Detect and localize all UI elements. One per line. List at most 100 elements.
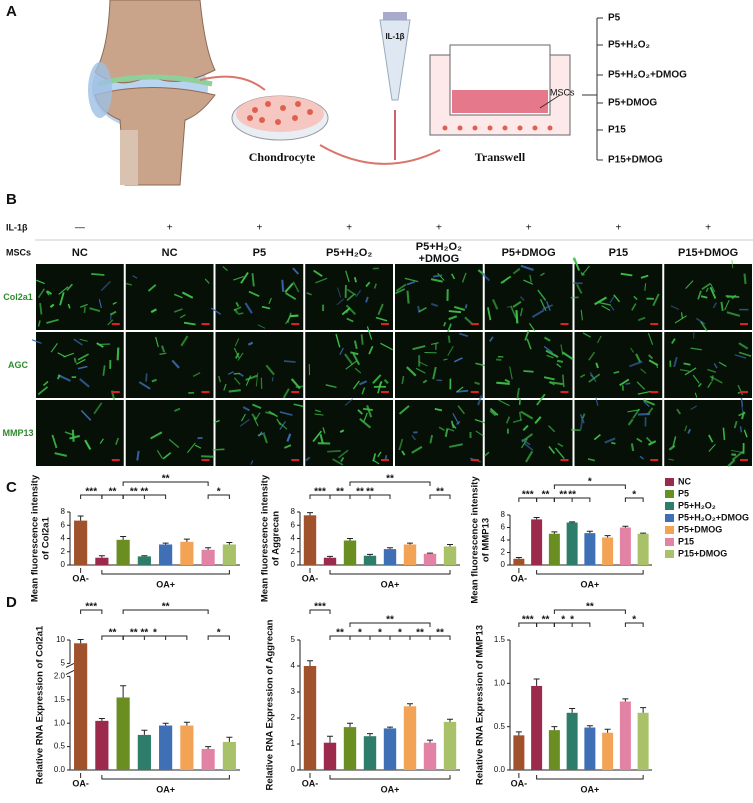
cell [647, 333, 654, 345]
cell [327, 450, 341, 453]
cell [235, 301, 240, 307]
error-bar [367, 733, 373, 737]
error-bar [586, 725, 593, 728]
group-label: OA+ [381, 784, 400, 794]
cell [562, 374, 565, 388]
cell [630, 347, 635, 353]
cell [265, 364, 275, 376]
cell [648, 440, 657, 446]
cell [595, 397, 599, 406]
scale-bar [291, 391, 300, 393]
cell [39, 303, 43, 315]
cell [335, 333, 341, 348]
cell [521, 438, 528, 449]
group-bracket [101, 775, 230, 780]
cell [453, 357, 463, 363]
significance-label: *** [522, 490, 534, 501]
cell [718, 361, 727, 368]
cell [542, 304, 553, 310]
y-axis-label: Mean fluorescence intensity [470, 476, 481, 604]
cell [346, 293, 355, 301]
micrograph [125, 400, 214, 466]
significance-bracket [429, 635, 451, 640]
cell [346, 317, 354, 323]
cell [648, 359, 659, 367]
knee [88, 0, 216, 186]
cell [523, 442, 534, 452]
cell [314, 413, 324, 416]
significance-label: ** [140, 628, 148, 639]
bar [383, 728, 397, 770]
cell [406, 281, 416, 286]
scale-bar [740, 323, 748, 325]
micrograph [574, 400, 663, 466]
cell [151, 378, 157, 383]
cell [67, 303, 71, 309]
cell [251, 413, 257, 420]
cell [336, 298, 344, 306]
y-tick-label: 6 [291, 520, 296, 529]
bar [584, 727, 596, 770]
significance-bracket [553, 622, 591, 627]
y-tick-label: 8 [501, 510, 506, 519]
il1b-sign: + [615, 223, 621, 234]
panel-label: A [6, 3, 17, 20]
scale-bar [201, 323, 210, 325]
panel-label: D [6, 594, 17, 611]
cell [245, 374, 258, 381]
cell [448, 315, 458, 321]
cell [512, 300, 522, 308]
bar [323, 557, 337, 565]
cell [589, 371, 597, 383]
cell [336, 287, 342, 298]
cell [36, 279, 45, 285]
column-header: P5+H₂O₂ [326, 247, 372, 259]
y-tick-label: 2 [291, 713, 296, 722]
cell [406, 290, 410, 304]
bar [116, 697, 130, 770]
bar [403, 544, 417, 565]
cell [697, 290, 702, 300]
cell [173, 293, 183, 299]
y-tick-label: 4 [61, 534, 66, 543]
cell [668, 458, 674, 461]
cell [222, 266, 228, 272]
cell [306, 292, 312, 296]
cell [279, 411, 293, 416]
y-tick-label: 2 [291, 547, 296, 556]
cell [401, 375, 405, 385]
cell [637, 390, 652, 395]
y-tick-label: 4 [291, 534, 296, 543]
cell [255, 372, 259, 387]
cell [692, 374, 700, 384]
cell [398, 405, 410, 415]
cell [733, 420, 738, 429]
cell [66, 283, 73, 291]
group-bracket [329, 570, 451, 575]
cell [352, 353, 361, 366]
cell [228, 389, 241, 393]
cell [495, 358, 502, 361]
cell [395, 283, 407, 292]
cell [136, 450, 140, 461]
significance-label: * [570, 615, 574, 626]
cell [593, 433, 601, 441]
cell [738, 412, 746, 417]
cell [543, 376, 555, 381]
cell [102, 365, 106, 376]
cell [443, 321, 447, 327]
cell [112, 301, 117, 305]
cell [346, 288, 357, 296]
cell [58, 286, 69, 295]
cell [337, 449, 349, 459]
cell [452, 413, 460, 425]
cell [239, 418, 250, 427]
cell [556, 363, 562, 368]
y-tick-label: 4 [291, 661, 296, 670]
cell [461, 272, 467, 283]
error-bar [604, 728, 611, 733]
y-tick-label: 1.5 [54, 695, 66, 704]
significance-label: *** [85, 487, 97, 498]
y-tick-label: 6 [61, 520, 66, 529]
cell [515, 310, 519, 324]
